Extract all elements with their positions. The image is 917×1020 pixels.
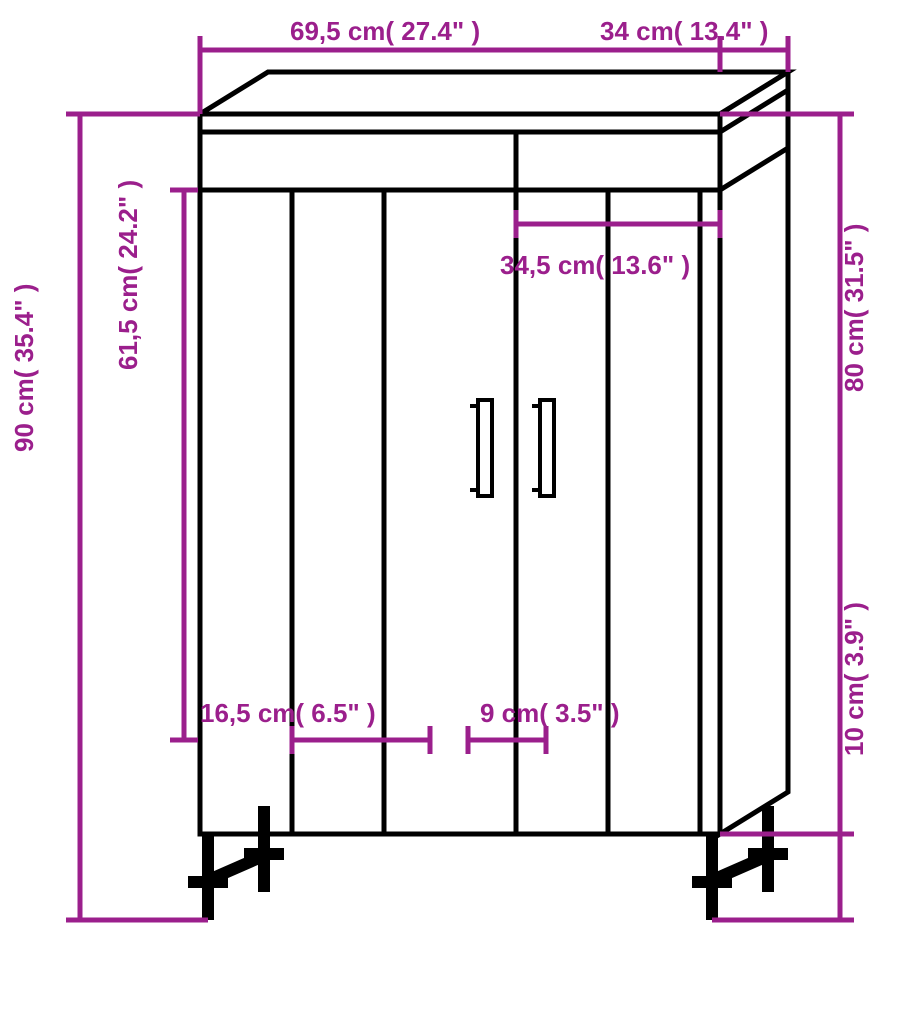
diagram-svg	[0, 0, 917, 1020]
dim-gap-width: 9 cm( 3.5" )	[480, 698, 620, 729]
diagram-stage: 69,5 cm( 27.4" ) 34 cm( 13.4" ) 34,5 cm( 1…	[0, 0, 917, 1020]
dim-height-right: 80 cm( 31.5" )	[839, 223, 870, 391]
dim-shelf-width: 34,5 cm( 13.6" )	[500, 250, 690, 281]
dim-width-top: 69,5 cm( 27.4" )	[290, 16, 480, 47]
dim-leg-height: 10 cm( 3.9" )	[839, 602, 870, 756]
dim-panel-width: 16,5 cm( 6.5" )	[200, 698, 376, 729]
dim-door-height: 61,5 cm( 24.2" )	[113, 180, 144, 370]
dim-height-left: 90 cm( 35.4" )	[9, 283, 40, 451]
dim-depth-top: 34 cm( 13.4" )	[600, 16, 768, 47]
